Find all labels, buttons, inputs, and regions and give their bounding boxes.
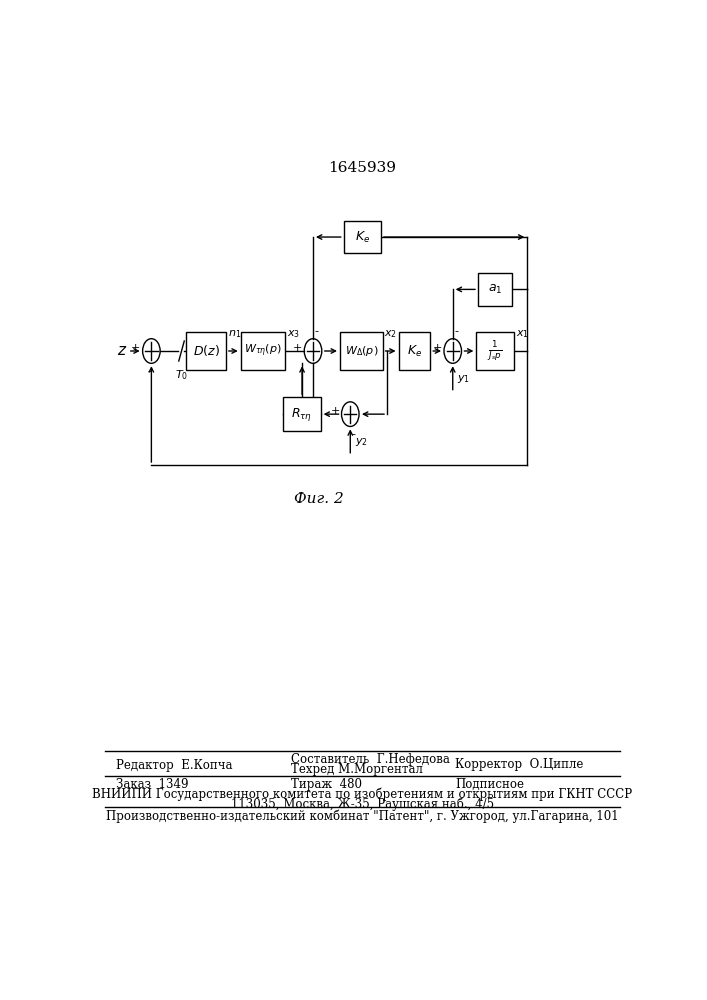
Text: $K_e$: $K_e$	[407, 343, 422, 359]
Text: $n_1$: $n_1$	[228, 328, 241, 340]
Text: +: +	[293, 343, 303, 353]
Text: +: +	[131, 343, 141, 353]
Text: Фиг. 2: Фиг. 2	[293, 492, 344, 506]
Text: -: -	[315, 326, 319, 336]
Text: $y_1$: $y_1$	[457, 373, 470, 385]
Text: Тираж  480: Тираж 480	[291, 778, 362, 791]
Text: $z$: $z$	[117, 344, 127, 358]
Text: $R_{\tau\eta}$: $R_{\tau\eta}$	[291, 406, 312, 423]
Text: $D(z)$: $D(z)$	[193, 344, 220, 359]
Text: 113035, Москва, Ж-35, Раушская наб., 4/5: 113035, Москва, Ж-35, Раушская наб., 4/5	[230, 797, 494, 811]
FancyBboxPatch shape	[284, 397, 321, 431]
Text: $x_1$: $x_1$	[516, 328, 529, 340]
Text: Редактор  Е.Копча: Редактор Е.Копча	[116, 759, 233, 772]
Text: Составитель  Г.Нефедова: Составитель Г.Нефедова	[291, 753, 450, 766]
FancyBboxPatch shape	[240, 332, 284, 370]
Text: $T_0$: $T_0$	[175, 368, 188, 382]
FancyBboxPatch shape	[340, 332, 382, 370]
Text: $W_{\Delta}(p)$: $W_{\Delta}(p)$	[344, 344, 378, 358]
Text: $y_2$: $y_2$	[355, 436, 368, 448]
Text: $W_{\tau\eta}(p)$: $W_{\tau\eta}(p)$	[244, 343, 281, 359]
Text: $K_e$: $K_e$	[355, 229, 370, 245]
Text: 1645939: 1645939	[328, 161, 397, 175]
Text: -: -	[147, 366, 151, 376]
Text: -: -	[455, 326, 458, 336]
Text: Подписное: Подписное	[455, 778, 525, 791]
FancyBboxPatch shape	[477, 332, 513, 370]
FancyBboxPatch shape	[399, 332, 431, 370]
FancyBboxPatch shape	[187, 332, 226, 370]
Text: Техред М.Моргентал: Техред М.Моргентал	[291, 763, 423, 776]
Text: Заказ  1349: Заказ 1349	[116, 778, 188, 791]
Text: $a_1$: $a_1$	[488, 283, 502, 296]
Text: +: +	[330, 406, 340, 416]
Text: $x_2$: $x_2$	[385, 328, 397, 340]
Text: Производственно-издательский комбинат "Патент", г. Ужгород, ул.Гагарина, 101: Производственно-издательский комбинат "П…	[106, 809, 619, 823]
FancyBboxPatch shape	[344, 221, 381, 253]
Text: $x_3$: $x_3$	[287, 328, 300, 340]
Text: Корректор  О.Ципле: Корректор О.Ципле	[455, 758, 584, 771]
Text: $\frac{1}{J_s p}$: $\frac{1}{J_s p}$	[487, 339, 503, 363]
Text: +: +	[433, 343, 443, 353]
Text: ВНИИПИ Государственного комитета по изобретениям и открытиям при ГКНТ СССР: ВНИИПИ Государственного комитета по изоб…	[93, 788, 632, 801]
Text: -: -	[352, 429, 356, 439]
FancyBboxPatch shape	[478, 273, 512, 306]
